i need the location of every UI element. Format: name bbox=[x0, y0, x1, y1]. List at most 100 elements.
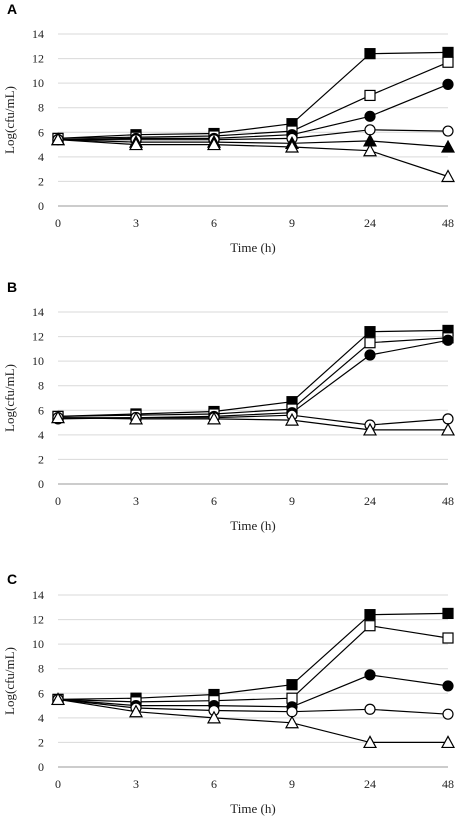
data-point-filled-square bbox=[364, 609, 376, 621]
data-point-open-circle bbox=[364, 703, 376, 715]
data-point-open-triangle bbox=[440, 169, 456, 183]
series-line-open-circle bbox=[57, 698, 449, 715]
x-tick-label: 48 bbox=[442, 216, 454, 230]
data-point-filled-square bbox=[442, 607, 454, 620]
data-point-filled-circle bbox=[442, 334, 454, 346]
y-tick-label: 6 bbox=[38, 686, 44, 700]
data-point-open-square bbox=[442, 56, 454, 68]
x-tick-label: 48 bbox=[442, 777, 454, 791]
y-tick-label: 4 bbox=[38, 711, 44, 725]
x-axis-title: Time (h) bbox=[230, 518, 275, 533]
series-line-open-square bbox=[57, 625, 449, 703]
y-axis-title: Log(cfu/mL) bbox=[2, 647, 17, 715]
data-point-filled-circle bbox=[364, 349, 376, 361]
data-point-filled-square bbox=[286, 679, 298, 691]
data-point-filled-square bbox=[442, 46, 454, 59]
panel-label: A bbox=[7, 1, 17, 17]
x-tick-label: 6 bbox=[211, 494, 217, 508]
x-tick-label: 48 bbox=[442, 494, 454, 508]
y-tick-label: 10 bbox=[32, 637, 44, 651]
data-point-open-circle bbox=[286, 706, 298, 718]
data-point-filled-circle bbox=[442, 78, 454, 90]
y-tick-label: 0 bbox=[38, 199, 44, 213]
data-point-open-circle bbox=[442, 125, 454, 137]
data-point-open-triangle bbox=[440, 422, 456, 436]
series-line-filled-triangle bbox=[57, 139, 449, 148]
data-point-open-triangle bbox=[128, 137, 144, 151]
data-point-open-triangle bbox=[128, 704, 144, 718]
data-point-filled-square bbox=[364, 326, 376, 338]
y-tick-label: 4 bbox=[38, 150, 44, 164]
y-tick-label: 12 bbox=[32, 330, 44, 344]
x-tick-label: 24 bbox=[364, 494, 376, 508]
data-point-filled-circle bbox=[364, 110, 376, 122]
y-tick-label: 2 bbox=[38, 174, 44, 188]
data-point-filled-triangle bbox=[440, 139, 456, 153]
x-tick-label: 3 bbox=[133, 494, 139, 508]
y-tick-label: 12 bbox=[32, 613, 44, 627]
data-point-open-triangle bbox=[362, 143, 378, 157]
data-point-open-circle bbox=[442, 413, 454, 425]
data-point-filled-circle bbox=[364, 669, 376, 681]
y-tick-label: 4 bbox=[38, 428, 44, 442]
data-point-open-circle bbox=[364, 124, 376, 136]
y-tick-label: 8 bbox=[38, 101, 44, 115]
series-line-filled-circle bbox=[57, 674, 449, 708]
data-point-open-triangle bbox=[440, 735, 456, 749]
y-tick-label: 2 bbox=[38, 452, 44, 466]
x-tick-label: 0 bbox=[55, 216, 61, 230]
x-tick-label: 0 bbox=[55, 494, 61, 508]
x-tick-label: 9 bbox=[289, 216, 295, 230]
y-tick-label: 8 bbox=[38, 379, 44, 393]
series-line-open-circle bbox=[58, 414, 449, 426]
data-point-open-triangle bbox=[362, 735, 378, 749]
x-tick-label: 0 bbox=[55, 777, 61, 791]
data-point-open-triangle bbox=[362, 422, 378, 436]
data-point-filled-circle bbox=[442, 680, 454, 692]
x-tick-label: 24 bbox=[364, 777, 376, 791]
data-point-open-square bbox=[442, 632, 454, 644]
x-tick-label: 9 bbox=[289, 777, 295, 791]
y-tick-label: 12 bbox=[32, 52, 44, 66]
series-line-filled-square bbox=[57, 612, 449, 700]
panel-label: C bbox=[7, 571, 17, 587]
data-point-open-square bbox=[364, 337, 376, 349]
panel-label: B bbox=[7, 279, 17, 295]
y-axis-title: Log(cfu/mL) bbox=[2, 86, 17, 154]
data-point-open-triangle bbox=[50, 132, 66, 146]
series-line-open-square bbox=[57, 337, 449, 417]
data-point-open-triangle bbox=[128, 411, 144, 425]
y-tick-label: 6 bbox=[38, 403, 44, 417]
y-tick-label: 14 bbox=[32, 305, 44, 319]
y-tick-label: 8 bbox=[38, 662, 44, 676]
data-point-open-circle bbox=[442, 708, 454, 720]
series-line-open-triangle bbox=[57, 698, 448, 744]
series-line-filled-square bbox=[57, 329, 449, 417]
data-point-open-square bbox=[364, 89, 376, 102]
data-point-open-triangle bbox=[206, 411, 222, 425]
data-point-open-triangle bbox=[284, 715, 300, 729]
y-axis-title: Log(cfu/mL) bbox=[2, 364, 17, 432]
series-line-filled-square bbox=[57, 51, 449, 139]
data-point-open-square bbox=[364, 620, 376, 632]
y-tick-label: 0 bbox=[38, 760, 44, 774]
data-point-open-triangle bbox=[50, 410, 66, 424]
x-tick-label: 9 bbox=[289, 494, 295, 508]
x-tick-label: 3 bbox=[133, 216, 139, 230]
series-line-filled-circle bbox=[57, 83, 449, 141]
series-line-open-square bbox=[57, 61, 449, 139]
data-point-open-triangle bbox=[50, 692, 66, 706]
y-tick-label: 10 bbox=[32, 354, 44, 368]
y-tick-label: 14 bbox=[32, 588, 44, 602]
x-tick-label: 3 bbox=[133, 777, 139, 791]
y-tick-label: 6 bbox=[38, 125, 44, 139]
data-point-open-triangle bbox=[206, 137, 222, 151]
series-line-open-triangle bbox=[57, 139, 449, 178]
x-tick-label: 24 bbox=[364, 216, 376, 230]
data-point-open-triangle bbox=[284, 139, 300, 153]
x-tick-label: 6 bbox=[211, 216, 217, 230]
y-tick-label: 0 bbox=[38, 477, 44, 491]
